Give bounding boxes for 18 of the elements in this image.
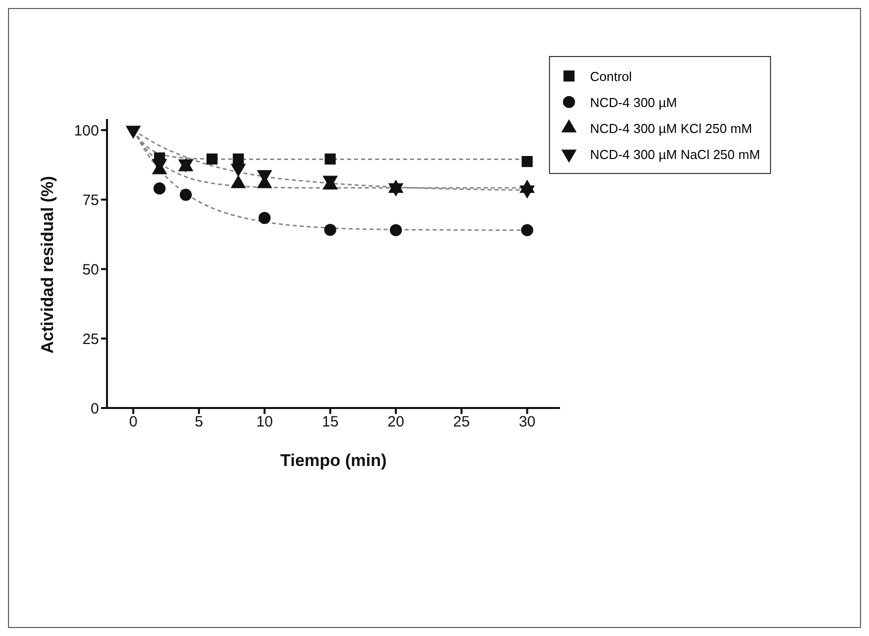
y-tick-label: 25 (82, 330, 99, 348)
legend-label: NCD-4 300 µM KCl 250 mM (590, 120, 752, 136)
x-tick-label: 0 (129, 414, 138, 431)
x-tick-label: 5 (194, 414, 204, 431)
x-axis-title: Tiempo (min) (280, 451, 387, 470)
y-tick-label: 0 (90, 400, 99, 418)
y-axis-title: Actividad residual (%) (38, 176, 58, 354)
x-tick-label: 20 (388, 414, 404, 431)
x-tick-label: 15 (322, 414, 339, 431)
y-tick-label: 100 (74, 122, 99, 140)
legend-label: NCD-4 300 µM NaCl 250 mM (590, 146, 760, 162)
y-tick-label: 75 (82, 192, 99, 209)
x-tick-label: 10 (256, 414, 273, 431)
x-tick-label: 25 (453, 414, 470, 431)
legend-label: NCD-4 300 µM (590, 94, 677, 110)
y-tick-label: 50 (82, 261, 99, 278)
legend-label: Control (590, 68, 632, 84)
x-tick-label: 30 (518, 414, 536, 431)
